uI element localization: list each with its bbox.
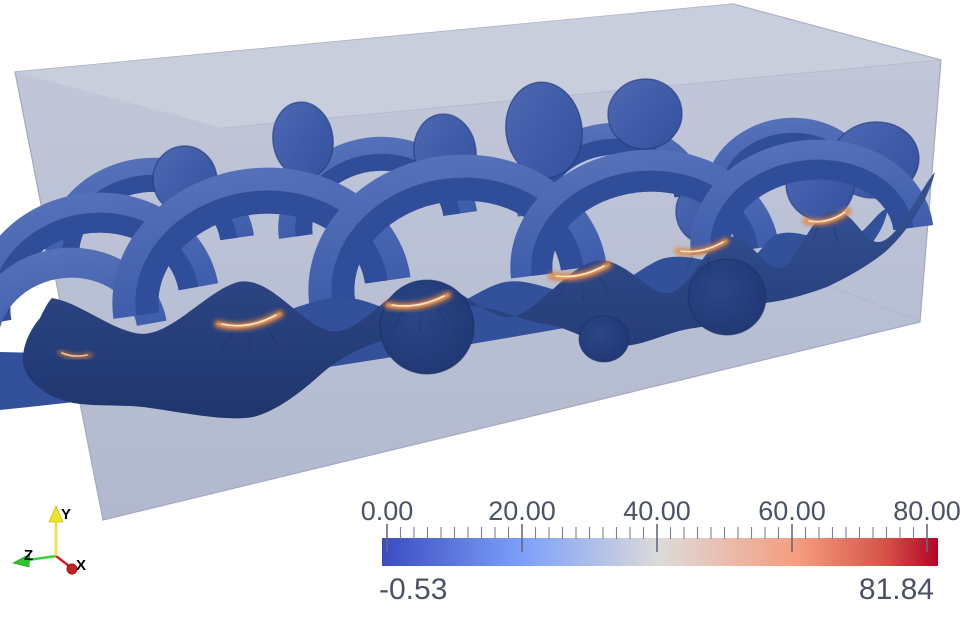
yarn-arch xyxy=(510,149,779,279)
y-axis-arrow xyxy=(48,505,64,523)
yarn-arch-inner xyxy=(331,177,584,303)
contact-stress-highlight xyxy=(674,237,730,256)
bounding-box-inner-floor-edge xyxy=(829,285,917,321)
z-axis-line xyxy=(27,554,57,562)
legend-tick-label-2: 40.00 xyxy=(623,496,691,526)
front-yarn-band xyxy=(22,172,936,419)
contact-stress-highlight xyxy=(384,291,452,311)
yarn-arch xyxy=(690,139,934,255)
yarn-arch-inner xyxy=(531,170,759,276)
color-legend-ticks xyxy=(386,524,928,552)
z-axis-arrow xyxy=(12,553,31,568)
yarn-arch-inner xyxy=(135,190,388,316)
bounding-box-front-top-edge xyxy=(222,59,942,129)
yarn-disk xyxy=(578,315,630,363)
weave-geometry xyxy=(0,78,936,419)
yarn-arch xyxy=(705,117,875,201)
yarn-dome xyxy=(505,81,583,179)
legend-tick-label-4: 80.00 xyxy=(893,496,961,526)
contact-stress-highlights xyxy=(57,207,852,360)
yarn-arch-inner xyxy=(710,159,914,253)
contact-stress-highlight xyxy=(548,261,612,282)
legend-max-label: 81.84 xyxy=(859,573,934,606)
bounding-box-fold-edge xyxy=(732,3,942,61)
legend-tick-label-3: 60.00 xyxy=(758,496,826,526)
yarn-arch xyxy=(308,154,607,306)
stress-streaks xyxy=(220,225,840,354)
legend-tick-label-0: 0.00 xyxy=(361,496,414,526)
bounding-box-top-face xyxy=(15,4,941,128)
z-axis-label: Z xyxy=(24,547,33,564)
contact-stress-highlight xyxy=(57,349,93,360)
x-axis-line xyxy=(55,555,70,567)
orientation-axes-widget: Y Z X xyxy=(12,505,86,575)
x-axis-arrow xyxy=(66,563,78,575)
contact-stress-highlight xyxy=(214,310,284,331)
yarn-arch xyxy=(112,167,411,319)
y-axis-label: Y xyxy=(61,506,71,523)
legend-tick-label-1: 20.00 xyxy=(488,496,556,526)
contact-stress-highlight xyxy=(802,207,852,226)
legend-min-label: -0.53 xyxy=(379,573,447,606)
yarn-disk xyxy=(687,258,767,336)
color-legend-bar xyxy=(382,538,938,566)
color-legend[interactable]: 0.00 20.00 40.00 60.00 80.00 -0.53 81.84 xyxy=(361,496,961,606)
front-yarn-arches xyxy=(0,139,934,356)
yarn-dome xyxy=(607,78,683,150)
x-axis-label: X xyxy=(76,557,86,574)
